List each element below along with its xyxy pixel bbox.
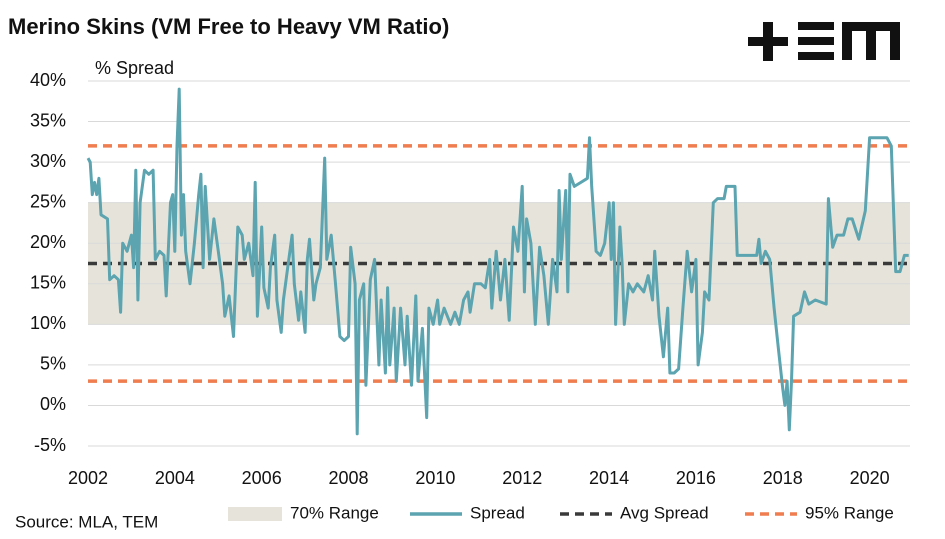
x-tick-label: 2012	[502, 468, 542, 488]
x-tick-label: 2020	[850, 468, 890, 488]
x-tick-label: 2006	[242, 468, 282, 488]
x-tick-label: 2008	[329, 468, 369, 488]
y-tick-label: 25%	[30, 191, 66, 211]
legend-label: Spread	[470, 503, 525, 522]
y-tick-label: 30%	[30, 151, 66, 171]
y-axis-label: % Spread	[95, 58, 174, 78]
x-tick-label: 2004	[155, 468, 195, 488]
spread-line	[86, 87, 909, 436]
y-tick-label: 10%	[30, 313, 66, 333]
x-tick-label: 2018	[763, 468, 803, 488]
legend-label: Avg Spread	[620, 503, 709, 522]
y-tick-label: 15%	[30, 273, 66, 293]
x-tick-label: 2002	[68, 468, 108, 488]
chart-title: Merino Skins (VM Free to Heavy VM Ratio)	[8, 14, 449, 39]
y-tick-label: 0%	[40, 394, 66, 414]
y-tick-label: 35%	[30, 110, 66, 130]
y-tick-label: -5%	[34, 435, 66, 455]
legend-label: 95% Range	[805, 503, 894, 522]
x-tick-label: 2016	[676, 468, 716, 488]
legend-label: 70% Range	[290, 503, 379, 522]
y-tick-label: 5%	[40, 354, 66, 374]
x-tick-label: 2010	[415, 468, 455, 488]
legend-swatch	[228, 507, 282, 521]
y-tick-label: 40%	[30, 70, 66, 90]
y-tick-label: 20%	[30, 232, 66, 252]
source: Source: MLA, TEM	[15, 512, 158, 531]
x-tick-label: 2014	[589, 468, 629, 488]
logo	[748, 22, 900, 61]
